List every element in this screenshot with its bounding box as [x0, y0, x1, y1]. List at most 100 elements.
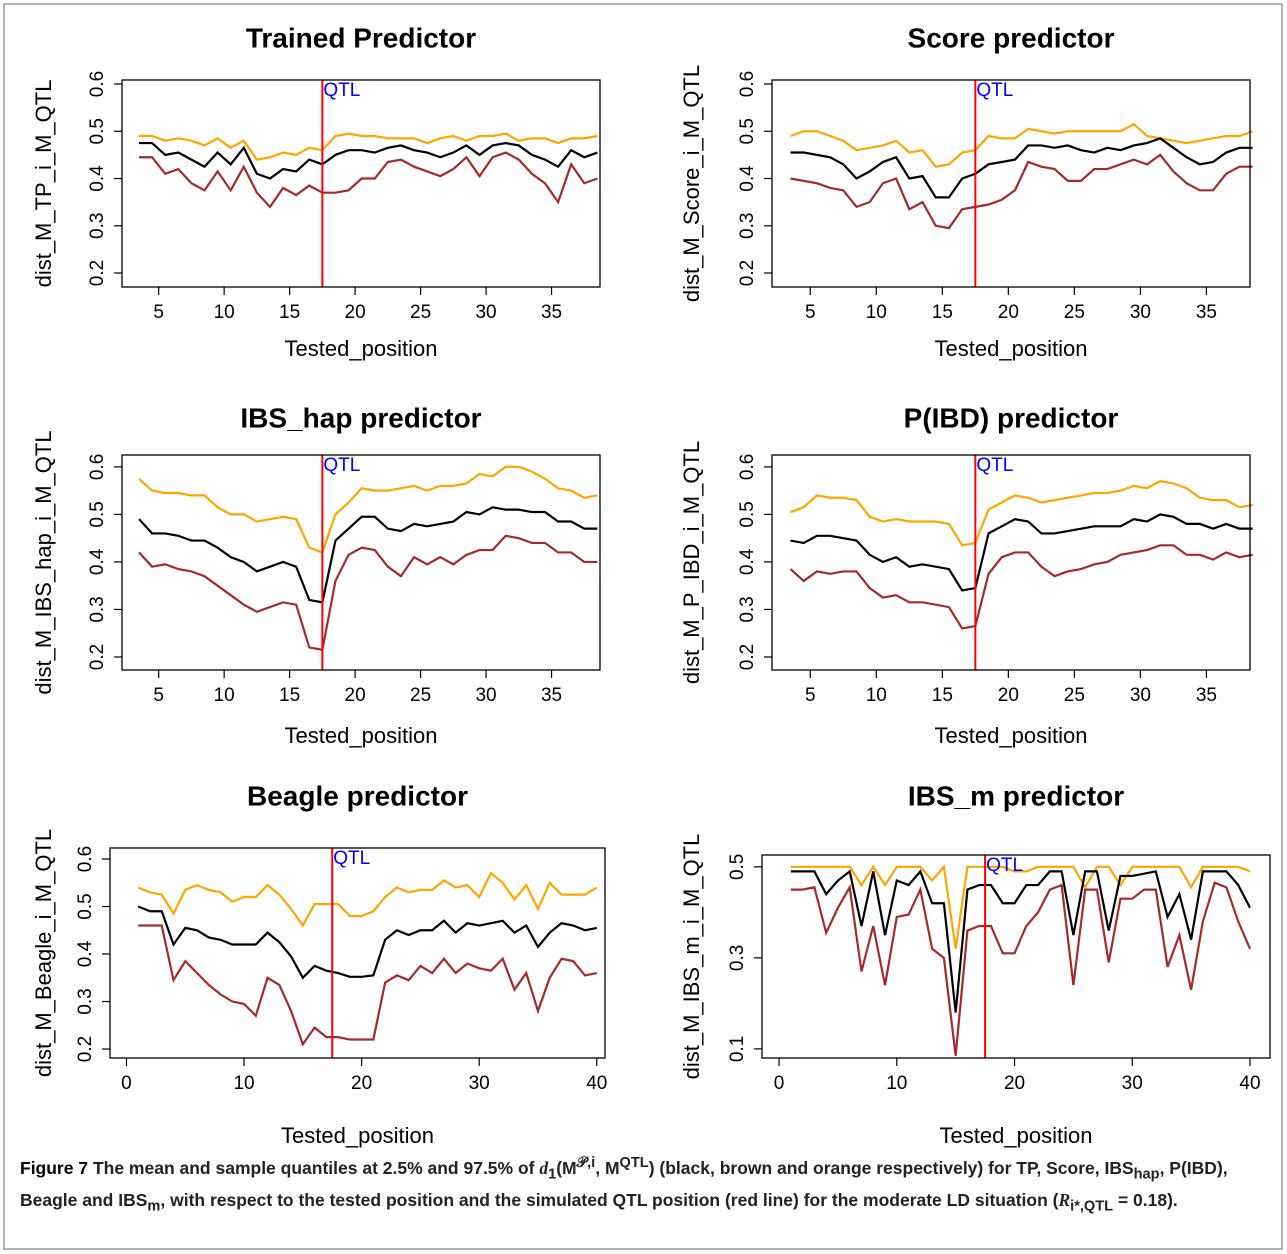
qtl-label: QTL	[323, 455, 360, 476]
x-tick-label: 10	[233, 1073, 254, 1094]
y-tick-label: 0.2	[737, 644, 758, 670]
y-tick-label: 0.1	[727, 1036, 748, 1062]
x-tick-label: 10	[214, 302, 235, 323]
plot-frame	[771, 79, 1251, 288]
x-tick-label: 40	[586, 1073, 607, 1094]
y-axis-label: dist_M_Beagle_i_M_QTL	[31, 829, 56, 1077]
chart-title: IBS_m predictor	[908, 780, 1124, 811]
chart-title: Score predictor	[908, 22, 1115, 53]
x-tick-label: 15	[279, 302, 300, 323]
caption-math: 𝒫,i	[576, 1155, 596, 1171]
y-tick-label: 0.2	[87, 644, 108, 670]
caption-math: 1	[548, 1166, 557, 1183]
series-line	[139, 141, 598, 180]
x-tick-label: 5	[153, 302, 164, 323]
series-line	[790, 881, 1252, 1056]
x-tick-label: 15	[932, 302, 953, 323]
x-tick-label: 25	[1064, 685, 1085, 706]
y-tick-label: 0.6	[87, 454, 108, 480]
panel: Beagle predictor Tested_position dist_M_Be…	[31, 780, 608, 1147]
caption-text: ) (black, brown and orange respectively)…	[648, 1157, 1134, 1178]
caption: Figure 7 The mean and sample quantiles a…	[20, 1150, 1265, 1220]
series-line	[139, 151, 598, 209]
plot-frame	[121, 79, 601, 288]
x-tick-label: 5	[805, 302, 816, 323]
x-tick-label: 35	[541, 302, 562, 323]
y-axis-label: dist_M_IBS_hap_i_M_QTL	[31, 430, 56, 694]
y-tick-label: 0.5	[87, 118, 108, 144]
series-line	[790, 869, 1251, 1013]
qtl-label: QTL	[976, 455, 1013, 476]
caption-label: Figure 7	[20, 1157, 89, 1178]
qtl-label: QTL	[976, 80, 1013, 101]
x-tick-label: 10	[886, 1073, 907, 1094]
panel: Trained Predictor Tested_position dist_M_T…	[31, 22, 601, 361]
x-tick-label: 10	[866, 685, 887, 706]
x-tick-label: 20	[345, 685, 366, 706]
series-line	[138, 465, 598, 554]
x-axis-label: Tested_position	[935, 336, 1088, 361]
x-tick-label: 20	[998, 685, 1019, 706]
x-tick-label: 25	[1064, 302, 1085, 323]
y-tick-label: 0.6	[87, 71, 108, 97]
x-axis-label: Tested_position	[281, 1123, 434, 1148]
x-tick-label: 30	[475, 302, 496, 323]
y-tick-label: 0.4	[87, 165, 108, 192]
x-tick-label: 15	[279, 685, 300, 706]
y-tick-label: 0.4	[75, 940, 96, 967]
series-line	[137, 871, 598, 928]
x-tick-label: 0	[121, 1073, 132, 1094]
y-tick-label: 0.3	[75, 988, 96, 1014]
series-line	[790, 864, 1251, 949]
x-tick-label: 30	[1130, 685, 1151, 706]
y-tick-label: 0.6	[737, 71, 758, 97]
x-tick-label: 15	[932, 685, 953, 706]
y-tick-label: 0.3	[87, 213, 108, 239]
x-tick-label: 30	[1122, 1073, 1143, 1094]
caption-text: The mean and sample quantiles at 2.5% an…	[92, 1157, 540, 1178]
chart-title: Trained Predictor	[246, 22, 476, 53]
y-tick-label: 0.2	[75, 1036, 96, 1062]
qtl-label: QTL	[986, 855, 1023, 876]
chart-title: IBS_hap predictor	[240, 402, 481, 433]
caption-math: (M	[556, 1157, 577, 1178]
y-tick-label: 0.3	[727, 945, 748, 971]
y-axis-label: dist_M_P_IBD_i_M_QTL	[679, 441, 704, 684]
figure-border	[3, 3, 1283, 1250]
y-tick-label: 0.3	[737, 596, 758, 622]
x-tick-label: 40	[1239, 1073, 1260, 1094]
caption-math: , M	[595, 1157, 620, 1178]
y-axis-label: dist_M_Score_i_M_QTL	[679, 65, 704, 302]
series-line	[790, 122, 1254, 168]
caption-text: , P(IBD), Beagle and IBS	[20, 1157, 1228, 1211]
y-tick-label: 0.3	[737, 213, 758, 239]
y-tick-label: 0.3	[87, 596, 108, 622]
y-tick-label: 0.4	[737, 165, 758, 192]
plot-frame	[761, 854, 1271, 1059]
y-tick-label: 0.5	[87, 501, 108, 527]
qtl-label: QTL	[323, 80, 360, 101]
y-tick-label: 0.2	[737, 260, 758, 286]
panel: P(IBD) predictor Tested_position dist_M_P_…	[679, 402, 1253, 748]
caption-math: = 0.18).	[1113, 1190, 1178, 1211]
x-axis-label: Tested_position	[285, 336, 438, 361]
caption-sub: hap	[1133, 1166, 1160, 1183]
qtl-label: QTL	[333, 848, 370, 869]
y-tick-label: 0.6	[75, 846, 96, 872]
y-tick-label: 0.5	[737, 501, 758, 527]
x-axis-label: Tested_position	[940, 1123, 1093, 1148]
x-tick-label: 10	[866, 302, 887, 323]
x-tick-label: 20	[351, 1073, 372, 1094]
series-line	[137, 905, 597, 980]
chart-title: P(IBD) predictor	[904, 402, 1119, 433]
panel: IBS_hap predictor Tested_position dist_M_I…	[31, 402, 601, 748]
panel: IBS_m predictor Tested_position dist_M_IBS…	[679, 780, 1271, 1148]
x-tick-label: 0	[774, 1073, 785, 1094]
caption-math: d	[539, 1157, 549, 1178]
caption-math: QTL	[619, 1155, 649, 1171]
series-line	[790, 513, 1253, 592]
y-tick-label: 0.4	[87, 548, 108, 575]
chart-title: Beagle predictor	[247, 780, 468, 811]
x-axis-label: Tested_position	[935, 723, 1088, 748]
